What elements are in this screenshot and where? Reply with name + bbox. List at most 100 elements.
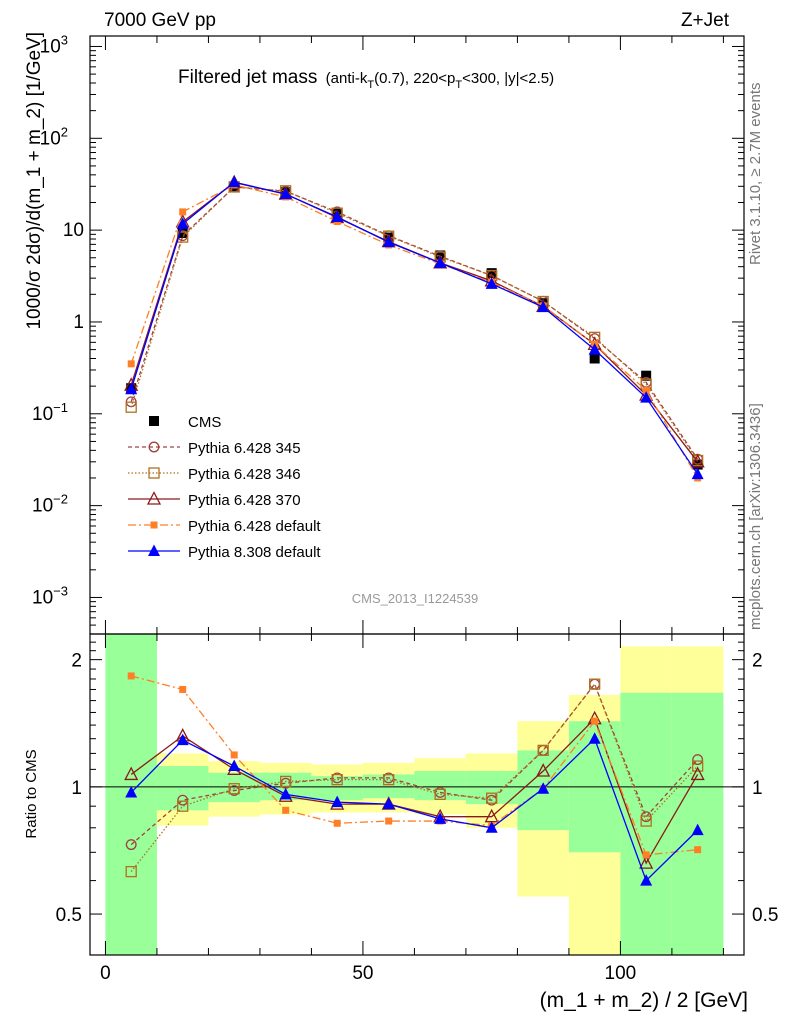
data-point [434, 256, 447, 268]
header-energy-label: 7000 GeV pp [104, 10, 216, 31]
header-process-label: Z+Jet [681, 10, 730, 31]
chart-title: Filtered jet mass (anti-kT(0.7), 220<pT<… [178, 67, 554, 91]
data-point [589, 353, 600, 364]
data-point [642, 386, 650, 394]
data-point [588, 343, 601, 355]
data-point [690, 766, 705, 781]
data-point [176, 733, 189, 746]
y-tick-label: 102 [40, 124, 68, 149]
data-point [589, 678, 601, 690]
data-point [331, 795, 344, 808]
data-point [640, 815, 652, 827]
data-point [591, 717, 599, 725]
ratio-y-tick-label: 1 [71, 778, 82, 799]
legend-item: CMS [149, 414, 221, 431]
data-point [177, 794, 189, 806]
data-point [694, 846, 702, 854]
legend-item: Pythia 6.428 default [128, 518, 321, 535]
chart-subtitle-sub: T [455, 79, 462, 91]
legend-item: Pythia 6.428 346 [128, 466, 301, 483]
data-point [230, 751, 238, 759]
data-point [125, 865, 137, 878]
ratio-y-tick-label-right: 1 [752, 778, 763, 799]
data-point [279, 787, 292, 800]
band-inner [465, 771, 518, 805]
legend-label: Pythia 8.308 default [188, 544, 321, 561]
band-inner [156, 766, 209, 811]
data-point [282, 806, 290, 814]
y-tick-label: 10−1 [32, 400, 68, 425]
data-point [280, 775, 292, 788]
data-point [385, 817, 393, 825]
data-point [228, 783, 240, 795]
ratio-uncertainty-bands [105, 634, 724, 955]
ratio-y-tick-label: 0.5 [56, 905, 82, 926]
data-point [125, 785, 138, 798]
data-point [331, 774, 343, 786]
chart-subtitle-part: (0.7), 220<p [374, 70, 455, 87]
x-tick-label: 100 [605, 963, 637, 984]
y-tick-label: 103 [40, 32, 68, 57]
ratio-line [130, 717, 699, 865]
data-point [486, 792, 498, 804]
data-point [692, 760, 704, 772]
legend-item: Pythia 6.428 345 [128, 440, 301, 457]
legend-item: Pythia 6.428 370 [128, 491, 301, 509]
plot-frames [89, 35, 745, 956]
data-point [176, 217, 189, 229]
data-point [640, 874, 653, 886]
data-point [146, 491, 162, 505]
analysis-id-label: CMS_2013_I1224539 [352, 591, 479, 606]
data-point [177, 800, 189, 812]
data-point [228, 759, 241, 772]
chart-subtitle-part: (anti-k [326, 70, 368, 87]
y-tick-label: 10−2 [32, 492, 68, 517]
ratio-line [130, 682, 699, 873]
chart-subtitle-part: <300, |y|<2.5) [462, 70, 554, 87]
data-point [125, 401, 137, 413]
band-inner [620, 692, 672, 955]
data-point [148, 544, 160, 556]
data-point [536, 763, 551, 777]
ratio-plot-series [124, 672, 705, 886]
y-tick-label: 10−3 [32, 583, 68, 608]
data-point [485, 277, 498, 289]
legend: CMS Pythia 6.428 345 Pythia 6.428 346 Pythi… [128, 414, 321, 561]
series-line [130, 184, 699, 479]
data-point [537, 782, 550, 794]
legend-label: Pythia 6.428 370 [188, 492, 301, 509]
chart-title-main: Filtered jet mass [178, 67, 317, 88]
data-point [149, 416, 159, 426]
data-point [124, 766, 139, 781]
series-line [130, 181, 699, 475]
data-point [148, 467, 160, 479]
data-point [383, 774, 395, 786]
data-point [641, 370, 652, 381]
data-point [279, 187, 292, 200]
ratio-y-tick-label-right: 0.5 [752, 905, 778, 926]
legend-label: Pythia 6.428 345 [188, 440, 301, 457]
band-inner [362, 774, 415, 799]
data-point [434, 788, 446, 800]
data-point [177, 228, 188, 239]
legend-label: CMS [188, 414, 221, 431]
data-point [640, 391, 653, 403]
data-point [228, 175, 241, 188]
data-point [333, 819, 341, 827]
data-point [642, 851, 650, 859]
mcplots-source-label: mcplots.cern.ch [arXiv:1306.3436] [747, 403, 764, 630]
data-point [639, 855, 654, 869]
x-tick-label: 0 [100, 963, 111, 984]
y-tick-label: 1 [73, 312, 84, 333]
y-axis-label-main: 1000/σ 2dσ)/d(m_1 + m_2) [1/GeV] [24, 32, 45, 330]
data-point [179, 208, 187, 216]
chart-subtitle-sub: T [367, 79, 374, 91]
x-axis-label: (m_1 + m_2) / 2 [GeV] [540, 989, 748, 1012]
data-point [382, 797, 395, 810]
data-point [331, 210, 344, 222]
ratio-y-tick-label-right: 2 [752, 651, 763, 672]
data-point [127, 672, 135, 680]
ratio-line [130, 737, 699, 882]
